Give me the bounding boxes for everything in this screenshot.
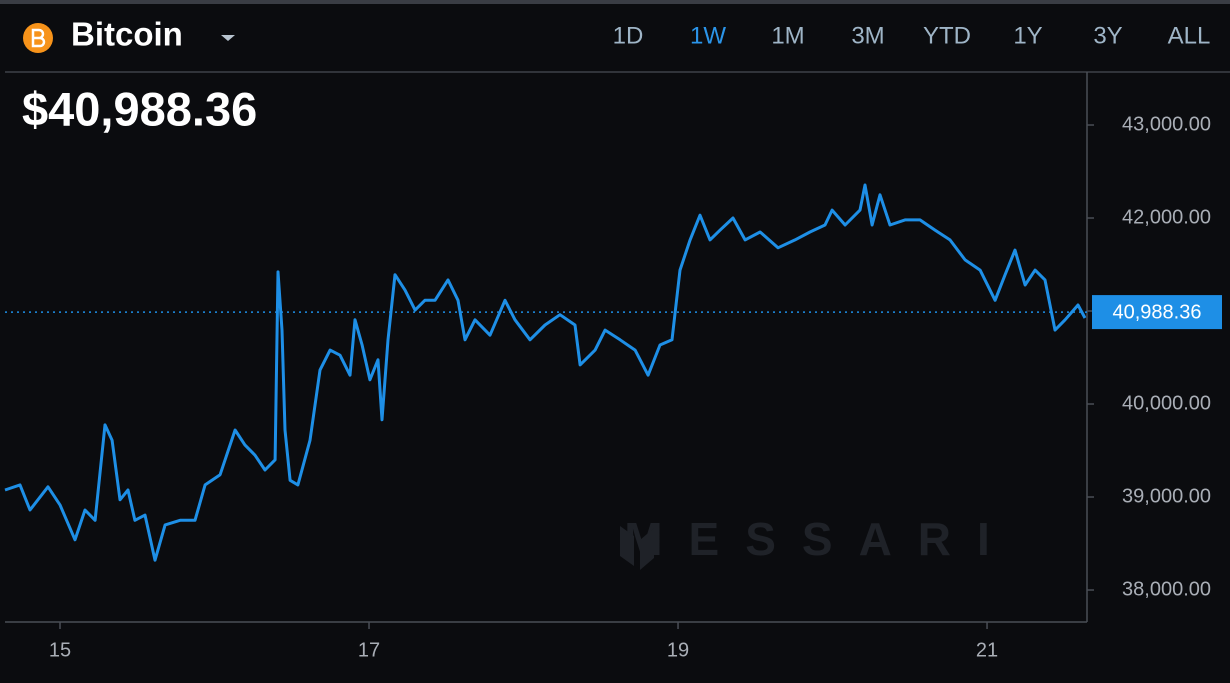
current-price: $40,988.36 <box>22 82 257 135</box>
x-tick-label: 15 <box>49 639 71 661</box>
x-tick-label: 19 <box>667 639 689 661</box>
range-button[interactable]: 3M <box>851 22 884 49</box>
range-button[interactable]: ALL <box>1168 22 1211 49</box>
y-tick-label: 43,000.00 <box>1122 113 1211 135</box>
watermark-logo <box>620 526 654 570</box>
top-strip <box>0 0 1230 4</box>
x-tick-label: 21 <box>976 639 998 661</box>
watermark: MESSARI <box>624 513 1016 565</box>
asset-dropdown[interactable] <box>221 35 235 41</box>
y-tick-label: 40,000.00 <box>1122 392 1211 414</box>
y-tick-label: 39,000.00 <box>1122 485 1211 507</box>
range-button[interactable]: 1D <box>613 22 644 49</box>
bitcoin-icon-glyph <box>31 28 46 48</box>
range-button[interactable]: 3Y <box>1093 22 1122 49</box>
y-tick-label: 42,000.00 <box>1122 206 1211 228</box>
range-button[interactable]: 1W <box>690 22 726 49</box>
range-button[interactable]: 1Y <box>1013 22 1042 49</box>
range-button[interactable]: YTD <box>923 22 971 49</box>
last-value-label: 40,988.36 <box>1113 301 1202 323</box>
range-button[interactable]: 1M <box>771 22 804 49</box>
price-line <box>4 183 1087 562</box>
last-value-tag <box>1092 295 1222 330</box>
x-tick-label: 17 <box>358 639 380 661</box>
asset-name[interactable]: Bitcoin <box>71 16 183 53</box>
y-tick-label: 38,000.00 <box>1122 578 1211 600</box>
